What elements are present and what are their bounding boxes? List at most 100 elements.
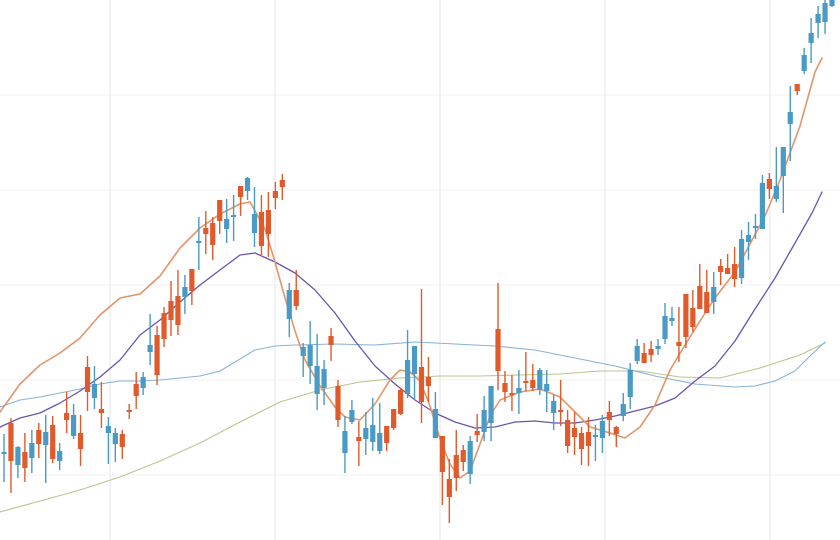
candle-9 xyxy=(64,392,70,433)
candle-body xyxy=(370,425,376,442)
candle-92 xyxy=(641,343,647,363)
candle-12 xyxy=(84,356,91,411)
candle-body xyxy=(224,219,230,229)
candle-23 xyxy=(161,307,167,347)
candle-body xyxy=(592,435,599,437)
candle-55 xyxy=(384,426,390,451)
candle-body xyxy=(411,346,418,374)
candle-body xyxy=(690,308,696,327)
candle-26 xyxy=(182,275,188,314)
candle-28 xyxy=(196,217,202,270)
candle-74 xyxy=(516,370,522,414)
candle-body xyxy=(718,266,724,272)
candle-83 xyxy=(578,427,585,465)
candle-body xyxy=(363,428,369,439)
candle-59 xyxy=(411,346,418,400)
candle-body xyxy=(196,241,202,243)
candle-body xyxy=(537,370,543,390)
candle-30 xyxy=(210,217,216,260)
candle-64 xyxy=(446,459,452,523)
candle-body xyxy=(29,443,35,458)
candle-body xyxy=(669,318,675,321)
candle-body xyxy=(634,346,640,361)
candle-body xyxy=(516,388,522,393)
candle-97 xyxy=(676,307,682,362)
candle-body xyxy=(328,336,334,345)
candle-8 xyxy=(57,443,63,470)
candle-body xyxy=(585,432,592,446)
candle-100 xyxy=(697,264,703,309)
candle-3 xyxy=(22,433,28,482)
candle-99 xyxy=(690,290,696,332)
candle-body xyxy=(307,345,313,366)
candle-66 xyxy=(460,445,466,471)
candle-35 xyxy=(244,177,251,200)
candle-body xyxy=(279,180,285,187)
candle-116 xyxy=(808,18,814,63)
candle-body xyxy=(210,223,216,245)
candle-body xyxy=(391,409,397,428)
candle-79 xyxy=(551,395,557,430)
candle-body xyxy=(161,313,167,339)
candle-body xyxy=(342,431,348,453)
candle-48 xyxy=(335,380,341,427)
candle-29 xyxy=(203,211,209,254)
candle-body xyxy=(398,390,404,414)
candle-body xyxy=(495,329,501,371)
candle-body xyxy=(293,290,299,306)
candle-body xyxy=(244,178,251,191)
candle-41 xyxy=(286,283,292,337)
candle-body xyxy=(286,290,292,319)
candle-body xyxy=(258,212,265,246)
candle-body xyxy=(725,268,731,274)
candle-68 xyxy=(474,414,480,442)
candle-4 xyxy=(29,430,35,473)
candle-body xyxy=(147,345,153,352)
candle-body xyxy=(300,347,306,356)
candle-body xyxy=(126,410,132,412)
candle-body xyxy=(731,264,738,279)
candle-body xyxy=(794,84,800,91)
candle-body xyxy=(453,455,459,478)
candle-body xyxy=(154,335,160,375)
candle-71 xyxy=(495,283,501,390)
candle-body xyxy=(704,292,710,313)
candle-65 xyxy=(453,430,459,491)
candle-body xyxy=(203,228,209,234)
candle-33 xyxy=(231,195,237,241)
candle-53 xyxy=(370,398,376,451)
candle-body xyxy=(815,14,821,23)
candle-21 xyxy=(147,314,153,365)
candle-103 xyxy=(718,259,724,285)
candle-body xyxy=(377,433,383,451)
candle-51 xyxy=(356,421,362,466)
candle-body xyxy=(711,287,717,302)
candle-24 xyxy=(168,281,174,336)
candles xyxy=(1,0,835,523)
candle-18 xyxy=(126,404,132,419)
candle-52 xyxy=(363,412,369,455)
candle-37 xyxy=(258,195,265,255)
candle-40 xyxy=(279,174,285,200)
candle-108 xyxy=(752,214,759,239)
candle-110 xyxy=(766,173,772,199)
candle-body xyxy=(745,235,752,242)
candle-44 xyxy=(307,321,313,384)
candle-body xyxy=(91,384,98,398)
candle-104 xyxy=(725,254,731,274)
candle-7 xyxy=(50,416,56,463)
candle-body xyxy=(231,215,237,217)
candle-body xyxy=(112,433,118,444)
candle-body xyxy=(119,434,125,447)
candle-75 xyxy=(523,352,529,391)
candle-body xyxy=(801,55,807,71)
candle-body xyxy=(697,286,703,309)
candle-77 xyxy=(537,368,543,395)
candle-body xyxy=(620,404,626,416)
candle-88 xyxy=(613,426,619,447)
candle-body xyxy=(738,239,745,278)
candle-42 xyxy=(293,270,299,310)
candle-body xyxy=(57,451,63,461)
candle-20 xyxy=(140,372,146,395)
candle-body xyxy=(50,425,56,459)
